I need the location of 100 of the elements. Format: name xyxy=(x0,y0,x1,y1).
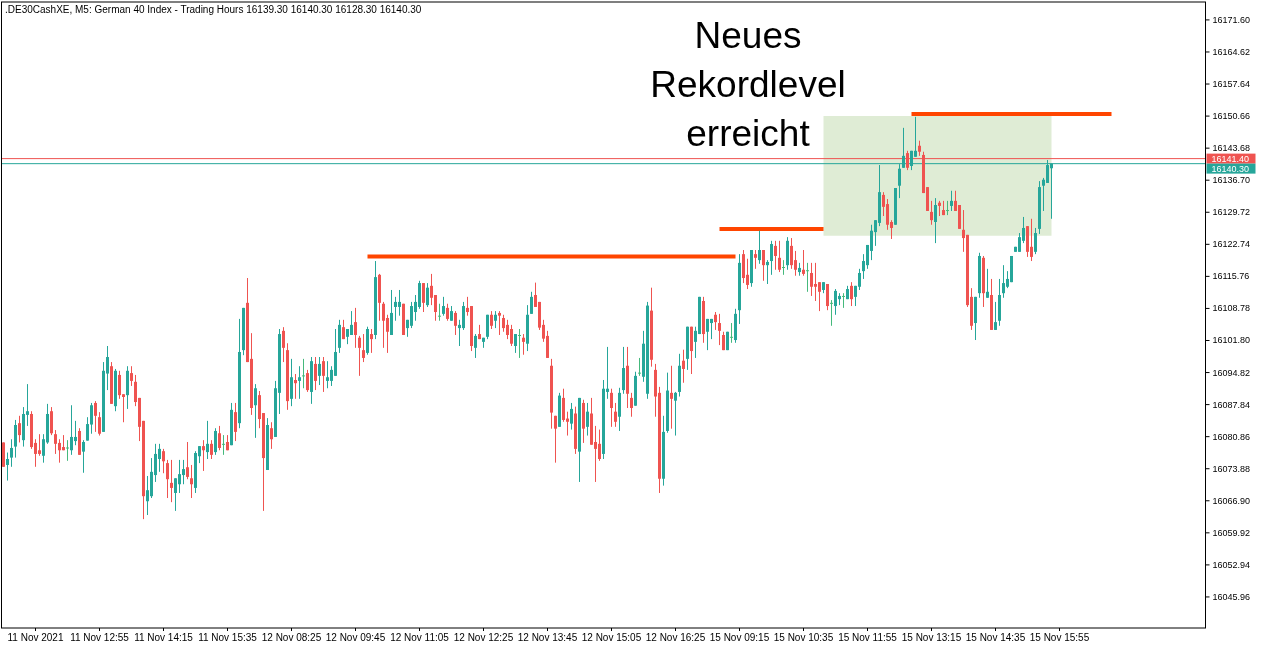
candlestick xyxy=(38,433,41,457)
candlestick xyxy=(818,281,821,312)
candlestick xyxy=(118,370,121,400)
candlestick xyxy=(774,240,777,271)
candlestick xyxy=(814,262,817,302)
candlestick xyxy=(334,328,337,377)
candlestick xyxy=(834,288,837,316)
candlestick xyxy=(438,303,441,322)
candlestick xyxy=(762,249,765,282)
x-tick-label: 15 Nov 09:15 xyxy=(709,632,770,643)
x-tick-label: 11 Nov 15:35 xyxy=(198,632,258,643)
candlestick xyxy=(190,464,193,499)
candlestick xyxy=(1034,227,1037,255)
candlestick xyxy=(778,240,781,273)
annotation: Neues Rekordlevel erreicht xyxy=(650,15,846,154)
candlestick xyxy=(706,318,709,351)
candlestick xyxy=(218,425,221,451)
x-tick-label: 15 Nov 11:55 xyxy=(838,632,898,643)
candlestick xyxy=(614,402,617,428)
candlestick xyxy=(790,237,793,270)
candlestick xyxy=(254,383,257,439)
y-tick-label: 16087.84 xyxy=(1212,399,1251,410)
y-tick-label: 16094.82 xyxy=(1212,367,1251,378)
y-tick-label: 16122.74 xyxy=(1212,239,1251,250)
x-tick-label: 12 Nov 12:25 xyxy=(453,632,514,643)
candlestick xyxy=(1018,232,1021,253)
candlestick xyxy=(178,459,181,494)
candlestick xyxy=(338,319,341,354)
candlestick xyxy=(94,400,97,433)
y-tick-label: 16045.96 xyxy=(1212,591,1251,602)
candlestick xyxy=(322,356,325,393)
y-tick-label: 16052.94 xyxy=(1212,559,1251,570)
ref-line-label: 16141.40 xyxy=(1211,153,1250,164)
candlestick xyxy=(474,333,477,359)
candlestick xyxy=(1002,264,1005,299)
candlestick xyxy=(770,240,773,276)
candlestick xyxy=(186,441,189,480)
candlestick xyxy=(302,358,305,389)
candlestick xyxy=(886,198,889,231)
candlestick xyxy=(270,421,273,450)
candlestick xyxy=(318,356,321,386)
candlestick xyxy=(994,301,997,331)
candlestick xyxy=(130,365,133,387)
candlestick xyxy=(486,314,489,340)
candlestick xyxy=(206,420,209,460)
candlestick xyxy=(598,429,601,462)
candlestick xyxy=(674,391,677,437)
candlestick xyxy=(418,280,421,310)
candlestick xyxy=(1030,218,1033,262)
candlestick xyxy=(794,250,797,277)
candlestick xyxy=(870,224,873,261)
x-tick-label: 12 Nov 09:45 xyxy=(325,632,386,643)
x-tick-label: 12 Nov 16:25 xyxy=(645,632,706,643)
candlestick xyxy=(166,459,169,499)
y-tick-label: 16150.66 xyxy=(1212,111,1251,122)
candlestick xyxy=(222,434,225,456)
candlestick xyxy=(398,289,401,317)
candlestick xyxy=(98,411,101,437)
candlestick xyxy=(306,369,309,393)
x-tick-label: 12 Nov 15:05 xyxy=(581,632,642,643)
candlestick xyxy=(522,333,525,356)
candlestick xyxy=(510,324,513,347)
x-tick-label: 12 Nov 13:45 xyxy=(517,632,578,643)
x-tick-label: 15 Nov 13:15 xyxy=(901,632,962,643)
candlestick xyxy=(390,289,393,336)
y-tick-label: 16080.86 xyxy=(1212,431,1251,442)
candlestick xyxy=(806,262,809,293)
candlestick xyxy=(50,406,53,436)
y-tick-label: 16171.60 xyxy=(1212,14,1251,25)
candlestick xyxy=(174,477,177,512)
candlestick xyxy=(158,443,161,473)
candlestick xyxy=(66,439,69,462)
x-tick-label: 15 Nov 15:55 xyxy=(1029,632,1090,643)
candlestick xyxy=(6,452,9,482)
candlestick xyxy=(298,365,301,400)
x-tick-label: 12 Nov 11:05 xyxy=(390,632,450,643)
candlestick xyxy=(570,402,573,431)
candlestick xyxy=(506,319,509,340)
candlestick xyxy=(530,291,533,315)
candlestick xyxy=(670,365,673,430)
x-tick-label: 15 Nov 10:35 xyxy=(773,632,834,643)
candlestick xyxy=(742,249,745,284)
candlestick xyxy=(754,249,757,270)
candlestick xyxy=(290,358,293,407)
y-tick-label: 16164.62 xyxy=(1212,46,1251,57)
ref-line-label: 16140.30 xyxy=(1211,163,1250,174)
candlestick xyxy=(622,346,625,395)
candlestick xyxy=(426,282,429,308)
candlestick xyxy=(382,301,385,349)
candlestick xyxy=(182,459,185,485)
candlestick xyxy=(586,402,589,437)
candlestick xyxy=(294,373,297,400)
y-tick-label: 16129.72 xyxy=(1212,207,1251,218)
candlestick xyxy=(518,328,521,359)
y-tick-label: 16157.64 xyxy=(1212,79,1251,90)
candlestick xyxy=(422,282,425,313)
candlestick xyxy=(830,299,833,327)
candlestick xyxy=(554,415,557,464)
candlestick xyxy=(54,429,57,455)
candlestick xyxy=(454,310,457,336)
